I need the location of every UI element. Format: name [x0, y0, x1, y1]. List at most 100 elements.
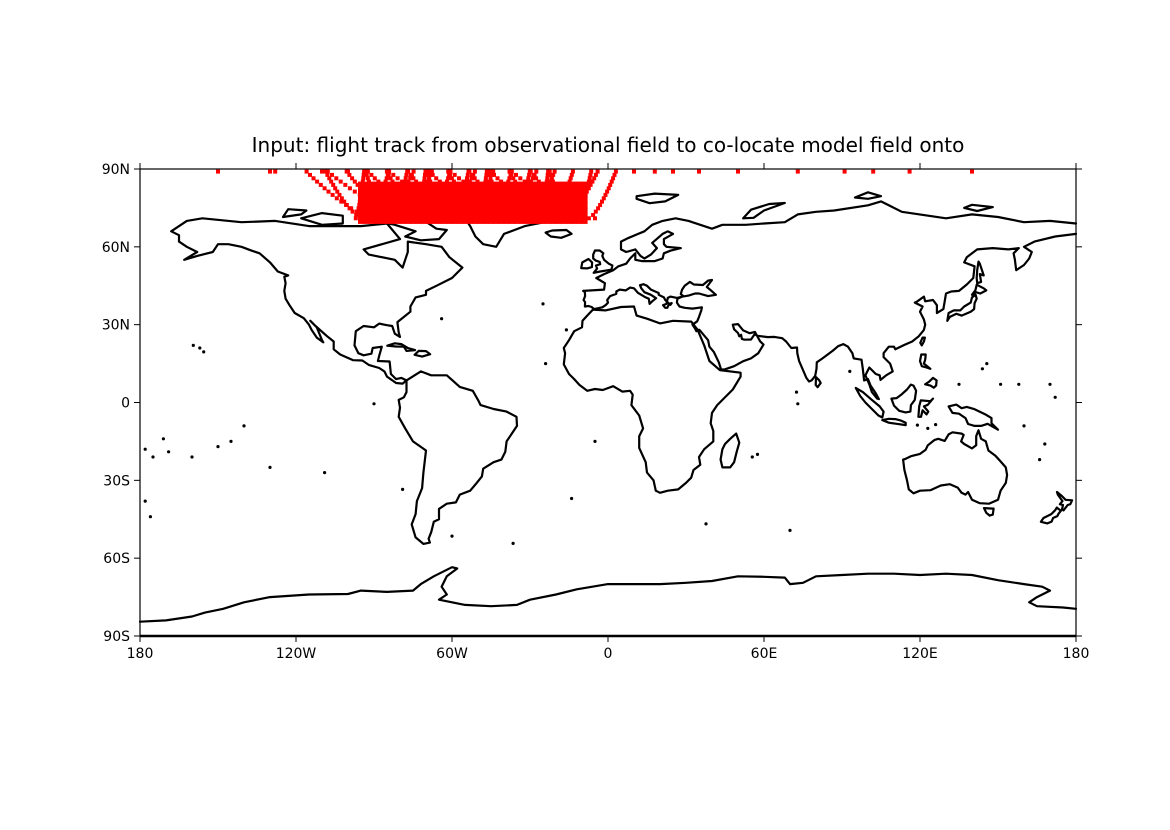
track-point: [415, 202, 422, 209]
island-dot: [440, 317, 444, 321]
track-point: [503, 202, 510, 209]
coastline-philippines-luzon: [918, 353, 932, 370]
track-point: [358, 207, 364, 214]
track-point: [429, 169, 434, 174]
track-point: [436, 202, 442, 209]
y-tick-label: 90N: [102, 162, 130, 178]
track-point: [508, 191, 515, 198]
track-point: [467, 181, 474, 188]
track-point: [576, 202, 583, 209]
track-point: [576, 212, 583, 219]
island-dot: [202, 350, 206, 354]
track-point: [529, 191, 536, 198]
track-point: [545, 191, 552, 198]
track-point: [462, 212, 468, 219]
track-point: [581, 197, 588, 204]
track-point: [586, 182, 591, 187]
y-axis: 90N 60N 30N 0 30S 60S 90S: [102, 162, 1082, 645]
island-dot: [372, 402, 376, 406]
track-point: [540, 217, 546, 224]
track-point: [492, 172, 496, 177]
track-point: [369, 172, 374, 177]
coastline-novaya-zemlya: [742, 201, 786, 220]
track-point: [593, 172, 598, 177]
track-point: [467, 217, 474, 224]
track-point: [368, 191, 375, 198]
track-point: [330, 172, 334, 177]
coastline-hispaniola: [413, 349, 432, 358]
track-point: [603, 192, 608, 197]
track-point: [363, 169, 368, 174]
track-point: [534, 176, 539, 181]
island-dot: [1038, 458, 1042, 462]
track-point: [408, 176, 413, 181]
track-point: [472, 181, 479, 188]
track-point: [394, 207, 401, 214]
track-point: [529, 197, 536, 204]
island-dot: [268, 465, 272, 469]
track-point: [446, 197, 453, 204]
track-point: [560, 197, 567, 204]
track-point: [508, 217, 515, 224]
track-point: [415, 197, 422, 204]
track-point: [550, 197, 557, 204]
track-point: [320, 169, 324, 174]
island-dot: [229, 439, 233, 443]
track-point: [483, 176, 488, 181]
track-point: [842, 169, 847, 174]
track-point: [545, 176, 550, 181]
island-dot: [541, 302, 545, 306]
y-tick-label: 30S: [103, 473, 130, 489]
track-point: [540, 212, 546, 219]
track-point: [571, 181, 578, 188]
track-point: [373, 197, 380, 204]
island-dot: [401, 487, 405, 491]
track-point: [399, 207, 406, 214]
track-point: [550, 181, 557, 188]
coastline-great-britain: [592, 249, 614, 274]
track-point: [446, 181, 453, 188]
track-point: [415, 217, 422, 224]
track-point: [566, 181, 572, 188]
track-point: [318, 182, 323, 187]
track-point: [581, 191, 588, 198]
track-point: [608, 182, 613, 187]
track-point: [410, 217, 416, 224]
track-point: [534, 181, 541, 188]
track-point: [568, 176, 573, 181]
y-tick-label: 90S: [103, 629, 130, 645]
track-point: [524, 181, 531, 188]
track-point: [482, 207, 489, 214]
track-point: [354, 209, 359, 214]
coastline-eurasia: [582, 200, 1078, 292]
track-point: [530, 176, 535, 181]
track-point: [519, 181, 526, 188]
island-dot: [191, 343, 195, 347]
track-point: [545, 212, 552, 219]
track-point: [327, 176, 332, 181]
track-point: [550, 212, 557, 219]
track-point: [477, 186, 484, 193]
track-point: [519, 197, 526, 204]
track-point: [524, 217, 531, 224]
track-point: [315, 179, 320, 184]
coastline-ireland: [580, 257, 594, 270]
track-point: [486, 169, 491, 174]
track-point: [353, 216, 358, 221]
track-point: [363, 191, 370, 198]
track-point: [593, 209, 598, 214]
track-point: [587, 176, 592, 181]
track-point: [493, 181, 500, 188]
track-point: [581, 207, 588, 214]
track-point: [364, 172, 369, 177]
track-point: [560, 207, 567, 214]
track-point: [373, 186, 380, 193]
track-point: [456, 181, 463, 188]
track-point: [427, 176, 432, 181]
track-point: [430, 191, 437, 198]
track-point: [322, 186, 327, 191]
track-point: [363, 186, 370, 193]
coastline-cuba: [386, 342, 417, 352]
track-point: [477, 212, 484, 219]
track-point: [372, 176, 377, 181]
